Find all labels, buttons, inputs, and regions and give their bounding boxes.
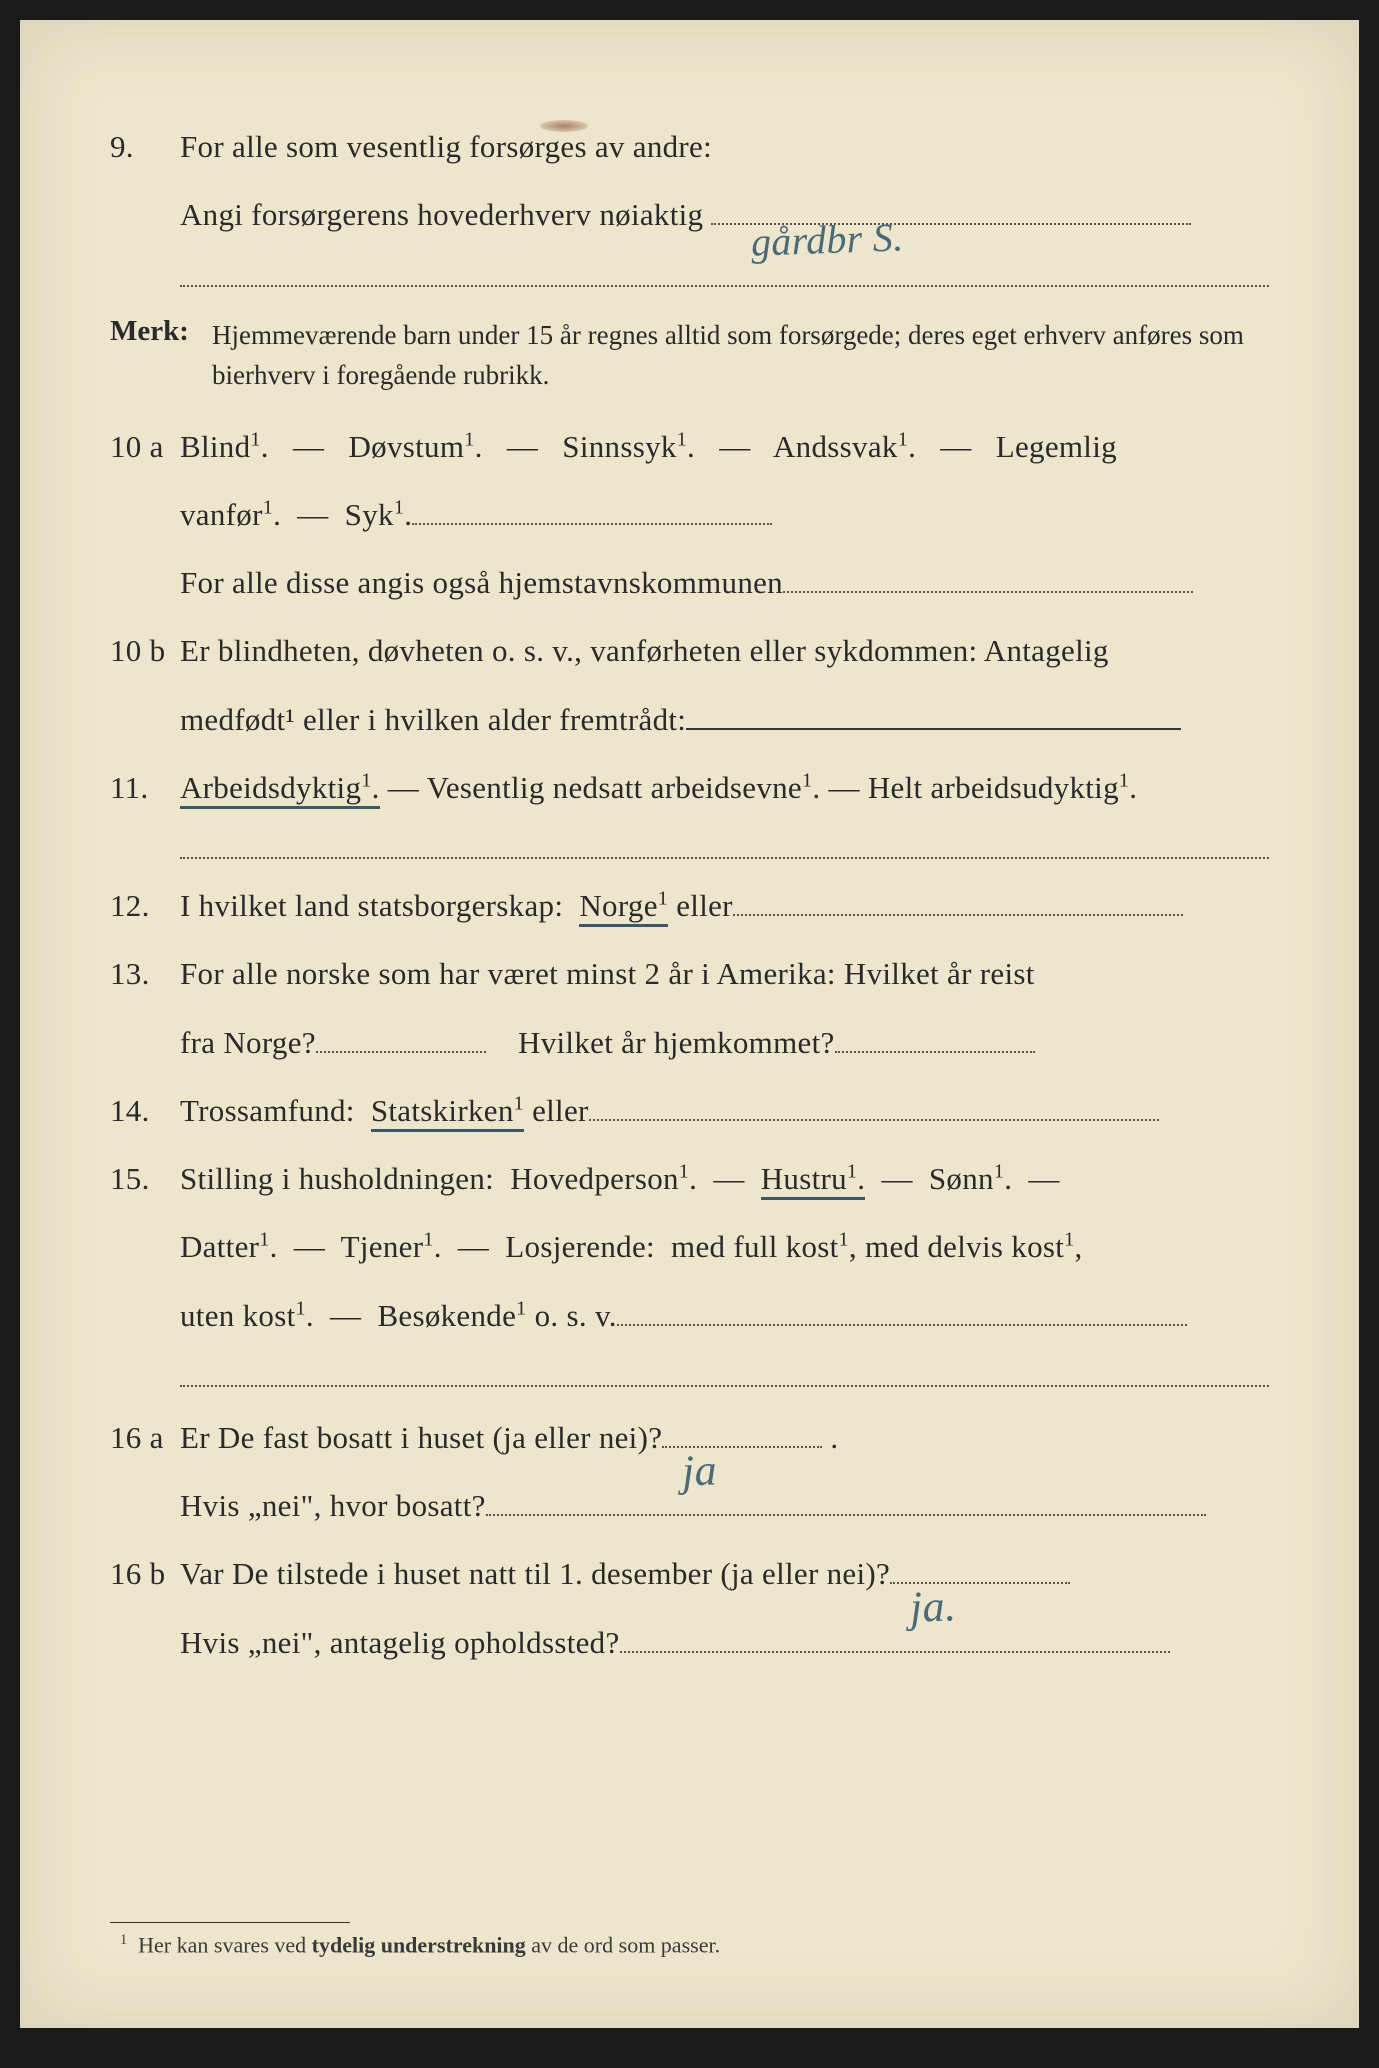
q13-fra-norge: fra Norge? xyxy=(180,1025,316,1060)
q15-opt-besokende: Besøkende1 xyxy=(377,1298,526,1333)
q10a-opt-vanfor: vanfør1. xyxy=(180,497,281,532)
q10b-text1: Er blindheten, døvheten o. s. v., vanfør… xyxy=(180,633,1109,668)
q13-text1: For alle norske som har været minst 2 år… xyxy=(180,956,1035,991)
footnote-text: Her kan svares ved tydelig understreknin… xyxy=(138,1932,720,1957)
q11-continuation xyxy=(180,829,1269,859)
q10b-fill xyxy=(686,728,1181,730)
merk-label: Merk: xyxy=(110,315,208,348)
q15-prefix: Stilling i husholdningen: xyxy=(180,1161,494,1196)
q13-fill2 xyxy=(835,1051,1035,1053)
q10a-opt-legemlig: Legemlig xyxy=(996,429,1117,464)
q9-fill-line: gårdbr S. xyxy=(711,223,1191,225)
q15-line1: 15.Stilling i husholdningen: Hovedperson… xyxy=(110,1152,1269,1206)
q11-number: 11. xyxy=(110,761,180,815)
q12-prefix: I hvilket land statsborgerskap: xyxy=(180,888,563,923)
q9-continuation-line xyxy=(180,257,1269,287)
q13-fill1 xyxy=(316,1051,486,1053)
q14-line: 14.Trossamfund: Statskirken1 eller xyxy=(110,1084,1269,1138)
q10a-number: 10 a xyxy=(110,420,180,474)
q12-suffix: eller xyxy=(676,888,733,923)
q15-opt-tjener: Tjener1. xyxy=(341,1229,442,1264)
q16b-q2: Hvis „nei", antagelig opholdssted? xyxy=(180,1625,620,1660)
q10b-number: 10 b xyxy=(110,624,180,678)
q16a-q2: Hvis „nei", hvor bosatt? xyxy=(180,1488,486,1523)
q16a-ans1: ja xyxy=(681,1431,718,1509)
q10b-line1: 10 bEr blindheten, døvheten o. s. v., va… xyxy=(110,624,1269,678)
q15-opt-full-kost: med full kost1, xyxy=(671,1229,857,1264)
q16a-line1: 16 aEr De fast bosatt i huset (ja eller … xyxy=(110,1411,1269,1465)
q10b-line2: medfødt¹ eller i hvilken alder fremtrådt… xyxy=(110,693,1269,747)
q16b-number: 16 b xyxy=(110,1547,180,1601)
footnote: 1 Her kan svares ved tydelig understrekn… xyxy=(120,1932,720,1958)
q13-hjemkommet: Hvilket år hjemkommet? xyxy=(518,1025,835,1060)
q15-line3: uten kost1. — Besøkende1 o. s. v. xyxy=(110,1289,1269,1343)
q9-text2: Angi forsørgerens hovederhverv nøiaktig xyxy=(180,197,703,232)
q9-line1: 9.For alle som vesentlig forsørges av an… xyxy=(110,120,1269,174)
q9-number: 9. xyxy=(110,120,180,174)
q15-losjerende-label: Losjerende: xyxy=(505,1229,655,1264)
q16b-q1: Var De tilstede i huset natt til 1. dese… xyxy=(180,1556,890,1591)
q14-number: 14. xyxy=(110,1084,180,1138)
q15-opt-uten-kost: uten kost1. xyxy=(180,1298,314,1333)
q10a-opt-syk: Syk1. xyxy=(345,497,413,532)
q10a-line3: For alle disse angis også hjemstavnskomm… xyxy=(110,556,1269,610)
q12-opt-norge: Norge1 xyxy=(579,888,668,927)
q9-handwritten-answer: gårdbr S. xyxy=(750,203,905,278)
q12-number: 12. xyxy=(110,879,180,933)
q13-line2: fra Norge? Hvilket år hjemkommet? xyxy=(110,1016,1269,1070)
q14-suffix: eller xyxy=(532,1093,589,1128)
q16b-fill1: ja. xyxy=(890,1582,1070,1584)
q10a-line1: 10 aBlind1. — Døvstum1. — Sinnssyk1. — A… xyxy=(110,420,1269,474)
footnote-marker: 1 xyxy=(120,1932,127,1948)
q9-text1: For alle som vesentlig forsørges av andr… xyxy=(180,129,712,164)
q15-opt-delvis-kost: med delvis kost1, xyxy=(865,1229,1083,1264)
q14-opt-statskirken: Statskirken1 xyxy=(371,1093,524,1132)
q16a-q1: Er De fast bosatt i huset (ja eller nei)… xyxy=(180,1420,662,1455)
q11-opt-udyktig: Helt arbeidsudyktig1. xyxy=(868,770,1138,805)
q10a-hjemstavn-text: For alle disse angis også hjemstavnskomm… xyxy=(180,565,783,600)
q10a-fill xyxy=(412,523,772,525)
q15-osv: o. s. v. xyxy=(535,1298,617,1333)
ink-smudge xyxy=(540,120,588,132)
q10a-opt-andssvak: Andssvak1. xyxy=(773,429,916,464)
q12-line: 12.I hvilket land statsborgerskap: Norge… xyxy=(110,879,1269,933)
q10a-opt-sinnssyk: Sinnssyk1. xyxy=(562,429,695,464)
q15-continuation xyxy=(180,1357,1269,1387)
q16a-fill1: ja xyxy=(662,1446,822,1448)
q10b-text2: medfødt¹ eller i hvilken alder fremtrådt… xyxy=(180,702,686,737)
merk-text: Hjemmeværende barn under 15 år regnes al… xyxy=(212,315,1252,396)
merk-note: Merk: Hjemmeværende barn under 15 år reg… xyxy=(110,315,1269,396)
q11-opt-nedsatt: Vesentlig nedsatt arbeidsevne1. xyxy=(427,770,821,805)
q14-prefix: Trossamfund: xyxy=(180,1093,355,1128)
q11-line: 11.Arbeidsdyktig1. — Vesentlig nedsatt a… xyxy=(110,761,1269,815)
q15-line2: Datter1. — Tjener1. — Losjerende: med fu… xyxy=(110,1220,1269,1274)
q16b-fill2 xyxy=(620,1651,1170,1653)
q16a-number: 16 a xyxy=(110,1411,180,1465)
q10a-hjemstavn-fill xyxy=(783,591,1193,593)
q9-line2: Angi forsørgerens hovederhverv nøiaktig … xyxy=(110,188,1269,242)
q15-opt-sonn: Sønn1. xyxy=(929,1161,1012,1196)
q10a-opt-blind: Blind1. xyxy=(180,429,269,464)
q16a-fill2 xyxy=(486,1514,1206,1516)
q15-number: 15. xyxy=(110,1152,180,1206)
q15-fill xyxy=(617,1324,1187,1326)
q10a-opt-dovstum: Døvstum1. xyxy=(348,429,482,464)
q15-opt-hustru: Hustru1. xyxy=(761,1161,866,1200)
q15-opt-datter: Datter1. xyxy=(180,1229,278,1264)
q16b-line1: 16 bVar De tilstede i huset natt til 1. … xyxy=(110,1547,1269,1601)
footnote-rule xyxy=(110,1922,350,1923)
q15-opt-hovedperson: Hovedperson1. xyxy=(510,1161,697,1196)
census-form-page: 9.For alle som vesentlig forsørges av an… xyxy=(20,20,1359,2028)
q14-fill xyxy=(589,1119,1159,1121)
q10a-line2: vanfør1. — Syk1. xyxy=(110,488,1269,542)
q11-opt-arbeidsdyktig: Arbeidsdyktig1. xyxy=(180,770,380,809)
q12-fill xyxy=(733,914,1183,916)
q13-number: 13. xyxy=(110,947,180,1001)
q16b-ans1: ja. xyxy=(909,1567,958,1646)
q13-line1: 13.For alle norske som har været minst 2… xyxy=(110,947,1269,1001)
q16b-line2: Hvis „nei", antagelig opholdssted? xyxy=(110,1616,1269,1670)
